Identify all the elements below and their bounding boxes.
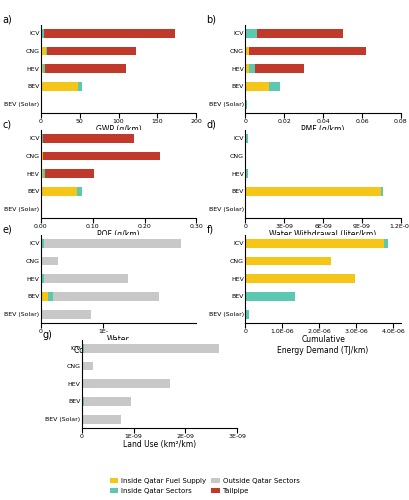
Bar bbox=[82, 344, 84, 353]
Bar bbox=[84, 344, 219, 353]
Legend: Inside Qatar Fuel Supply, Inside Qatar Sectors, Outside Qatar Sectors, Tailpipe: Inside Qatar Fuel Supply, Inside Qatar S… bbox=[107, 476, 302, 496]
Bar bbox=[77, 187, 82, 196]
Bar bbox=[384, 239, 388, 248]
Bar bbox=[245, 292, 295, 301]
Bar bbox=[245, 170, 248, 178]
Bar bbox=[41, 46, 46, 56]
Bar bbox=[249, 46, 366, 56]
Text: c): c) bbox=[2, 120, 11, 130]
Text: a): a) bbox=[2, 14, 12, 24]
Bar bbox=[41, 134, 43, 143]
Bar bbox=[82, 362, 93, 370]
Bar bbox=[44, 239, 181, 248]
Bar bbox=[269, 82, 280, 91]
X-axis label: GWP (g/km): GWP (g/km) bbox=[96, 125, 142, 134]
Bar bbox=[48, 292, 53, 301]
Bar bbox=[245, 29, 257, 38]
Bar bbox=[41, 239, 44, 248]
Bar bbox=[245, 256, 330, 266]
Bar bbox=[41, 292, 48, 301]
Bar bbox=[41, 310, 91, 318]
X-axis label: PMF (g/km): PMF (g/km) bbox=[301, 125, 345, 134]
Bar bbox=[43, 134, 134, 143]
Bar bbox=[245, 239, 384, 248]
Text: e): e) bbox=[2, 224, 12, 234]
Bar bbox=[41, 152, 43, 160]
Text: f): f) bbox=[207, 224, 213, 234]
Bar bbox=[41, 187, 77, 196]
Bar bbox=[257, 29, 342, 38]
Bar bbox=[44, 29, 175, 38]
Bar bbox=[41, 82, 78, 91]
Text: b): b) bbox=[207, 14, 216, 24]
Bar bbox=[41, 170, 43, 178]
X-axis label: Water Withdrawal (liter/km): Water Withdrawal (liter/km) bbox=[270, 230, 377, 239]
Text: d): d) bbox=[207, 120, 216, 130]
Bar bbox=[245, 64, 249, 73]
Bar bbox=[381, 187, 383, 196]
Bar bbox=[43, 64, 45, 73]
Bar bbox=[44, 274, 128, 283]
Bar bbox=[245, 82, 269, 91]
Bar bbox=[249, 64, 255, 73]
X-axis label: POF (g/km): POF (g/km) bbox=[97, 230, 140, 239]
Bar bbox=[82, 397, 84, 406]
Bar bbox=[43, 170, 45, 178]
Bar bbox=[45, 64, 126, 73]
Bar bbox=[41, 204, 42, 214]
Bar bbox=[78, 82, 82, 91]
Bar bbox=[41, 256, 58, 266]
X-axis label: Cumulative
Energy Demand (TJ/km): Cumulative Energy Demand (TJ/km) bbox=[277, 335, 369, 354]
Bar bbox=[41, 274, 44, 283]
Bar bbox=[84, 397, 131, 406]
Bar bbox=[53, 292, 159, 301]
Bar bbox=[45, 170, 94, 178]
Bar bbox=[82, 380, 170, 388]
Bar bbox=[245, 134, 248, 143]
X-axis label: Land Use (km²/km): Land Use (km²/km) bbox=[123, 440, 196, 449]
Bar bbox=[245, 274, 355, 283]
Bar bbox=[245, 100, 247, 108]
Bar bbox=[255, 64, 303, 73]
Bar bbox=[245, 187, 381, 196]
Bar bbox=[41, 64, 43, 73]
Bar bbox=[82, 414, 121, 424]
Bar bbox=[43, 152, 160, 160]
X-axis label: Water
Consumption (liter/km): Water Consumption (liter/km) bbox=[74, 335, 163, 354]
Bar bbox=[47, 46, 136, 56]
Text: g): g) bbox=[43, 330, 53, 340]
Bar bbox=[245, 310, 249, 318]
Bar bbox=[245, 46, 249, 56]
Bar bbox=[41, 29, 44, 38]
